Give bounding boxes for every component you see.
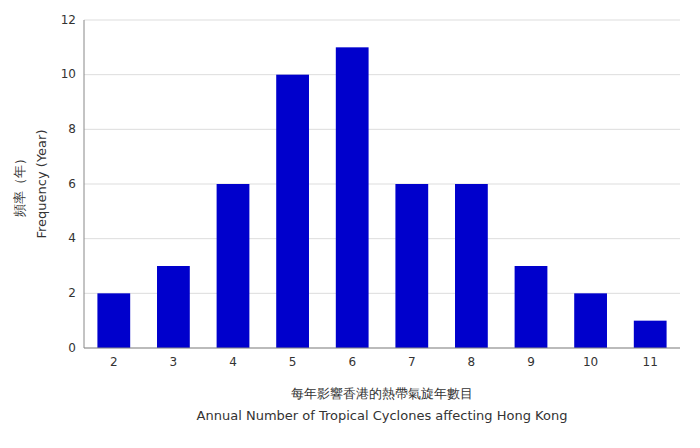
- x-tick-label: 2: [110, 355, 118, 369]
- grid-line: [84, 20, 680, 21]
- chart-svg: 0 2 4 6 8 10 12 2 3 4 5 6 7 8 9 10 11 每年影響香港的熱帶氣旋年數目 Annua…: [0, 0, 700, 448]
- bar: [395, 184, 428, 348]
- y-tick-label: 2: [68, 286, 76, 300]
- x-tick-label: 9: [527, 355, 535, 369]
- bar: [455, 184, 488, 348]
- y-tick-label: 12: [61, 13, 76, 27]
- y-tick-label: 6: [68, 177, 76, 191]
- bar: [574, 293, 607, 348]
- chart-container: 0 2 4 6 8 10 12 2 3 4 5 6 7 8 9 10 11 每年影響香港的熱帶氣旋年數目 Annua…: [0, 0, 700, 448]
- x-tick-label: 6: [348, 355, 356, 369]
- bar: [336, 47, 369, 348]
- bar: [97, 293, 130, 348]
- x-tick-label: 4: [229, 355, 237, 369]
- y-tick-label: 10: [61, 67, 76, 81]
- x-axis-label: 每年影響香港的熱帶氣旋年數目: [291, 386, 473, 401]
- x-axis-line: [84, 348, 680, 349]
- y-axis-line: [84, 20, 85, 348]
- y-tick-label: 4: [68, 231, 76, 245]
- bars: [97, 47, 666, 348]
- y-tick-label: 0: [68, 341, 76, 355]
- bar: [276, 75, 309, 348]
- bar: [634, 321, 667, 348]
- x-tick-label: 3: [170, 355, 178, 369]
- x-axis-label: Annual Number of Tropical Cyclones affec…: [197, 408, 568, 423]
- y-axis-label: 頻率（年）: [12, 152, 27, 217]
- grid-line: [84, 348, 680, 349]
- x-tick-label: 10: [583, 355, 598, 369]
- y-axis-label: Frequency (Year): [34, 130, 49, 239]
- grid-line: [84, 129, 680, 130]
- bar: [217, 184, 250, 348]
- bar: [515, 266, 548, 348]
- x-tick-label: 8: [468, 355, 476, 369]
- x-tick-label: 7: [408, 355, 416, 369]
- grid-line: [84, 184, 680, 185]
- grid: [84, 20, 680, 348]
- x-tick-label: 5: [289, 355, 297, 369]
- grid-line: [84, 74, 680, 75]
- bar: [157, 266, 190, 348]
- grid-line: [84, 238, 680, 239]
- x-tick-label: 11: [643, 355, 658, 369]
- y-tick-label: 8: [68, 122, 76, 136]
